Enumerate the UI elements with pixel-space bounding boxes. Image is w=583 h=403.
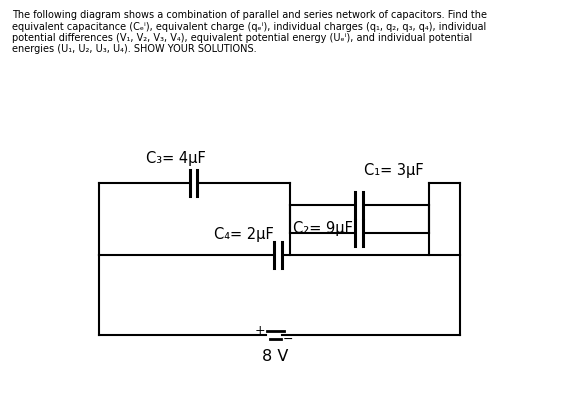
Text: +: + [255,324,266,337]
Text: 8 V: 8 V [262,349,289,364]
Text: energies (U₁, U₂, U₃, U₄). SHOW YOUR SOLUTIONS.: energies (U₁, U₂, U₃, U₄). SHOW YOUR SOL… [12,44,257,54]
Text: −: − [282,332,293,345]
Text: C₁= 3μF: C₁= 3μF [364,163,424,178]
Text: C₃= 4μF: C₃= 4μF [146,151,206,166]
Text: C₄= 2μF: C₄= 2μF [214,227,274,242]
Text: C₂= 9μF: C₂= 9μF [293,221,353,236]
Text: potential differences (V₁, V₂, V₃, V₄), equivalent potential energy (Uₑⁱ), and i: potential differences (V₁, V₂, V₃, V₄), … [12,33,472,43]
Text: The following diagram shows a combination of parallel and series network of capa: The following diagram shows a combinatio… [12,10,487,20]
Text: equivalent capacitance (Cₑⁱ), equivalent charge (qₑⁱ), individual charges (q₁, q: equivalent capacitance (Cₑⁱ), equivalent… [12,21,486,31]
